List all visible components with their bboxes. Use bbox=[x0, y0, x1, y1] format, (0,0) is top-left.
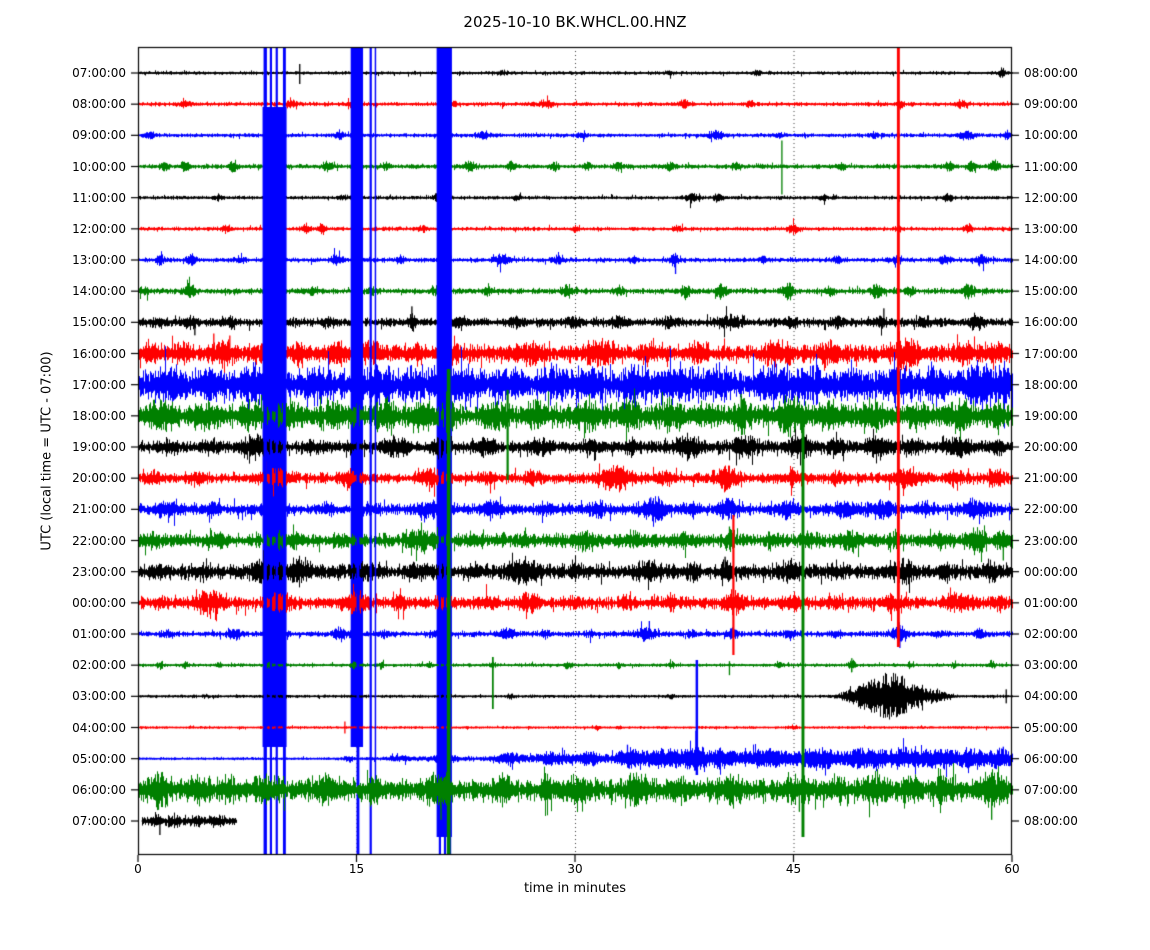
left-tick-label-utc: 02:00:00 bbox=[72, 658, 126, 673]
left-tick-label-utc: 10:00:00 bbox=[72, 159, 126, 174]
left-tick-label-utc: 18:00:00 bbox=[72, 408, 126, 423]
left-tick-label-utc: 01:00:00 bbox=[72, 627, 126, 641]
right-tick-label-local: 00:00:00 bbox=[1024, 564, 1078, 579]
right-tick-label-local: 06:00:00 bbox=[1024, 751, 1078, 766]
right-tick-label-local: 08:00:00 bbox=[1024, 66, 1078, 80]
left-tick-label-utc: 06:00:00 bbox=[72, 782, 126, 797]
right-tick-label-local: 15:00:00 bbox=[1024, 284, 1078, 299]
right-tick-label-local: 02:00:00 bbox=[1024, 627, 1078, 641]
left-tick-label-utc: 17:00:00 bbox=[72, 377, 126, 392]
x-tick-label: 15 bbox=[348, 862, 365, 876]
right-tick-label-local: 12:00:00 bbox=[1024, 190, 1078, 205]
left-tick-label-utc: 21:00:00 bbox=[72, 502, 126, 517]
left-tick-label-utc: 11:00:00 bbox=[72, 190, 126, 205]
right-tick-label-local: 21:00:00 bbox=[1024, 471, 1078, 486]
right-tick-label-local: 03:00:00 bbox=[1024, 658, 1078, 673]
right-tick-label-local: 04:00:00 bbox=[1024, 689, 1078, 704]
left-tick-label-utc: 00:00:00 bbox=[72, 595, 126, 610]
right-tick-label-local: 16:00:00 bbox=[1024, 315, 1078, 330]
right-tick-label-local: 11:00:00 bbox=[1024, 159, 1078, 174]
right-tick-label-local: 20:00:00 bbox=[1024, 440, 1078, 454]
x-tick-label: 45 bbox=[785, 862, 802, 876]
x-tick-label: 0 bbox=[134, 862, 142, 876]
left-tick-label-utc: 03:00:00 bbox=[72, 689, 126, 704]
right-tick-label-local: 23:00:00 bbox=[1024, 533, 1078, 548]
left-tick-label-utc: 15:00:00 bbox=[72, 315, 126, 330]
right-tick-label-local: 10:00:00 bbox=[1024, 128, 1078, 143]
right-tick-label-local: 07:00:00 bbox=[1024, 782, 1078, 797]
left-tick-label-utc: 20:00:00 bbox=[72, 471, 126, 486]
left-tick-label-utc: 07:00:00 bbox=[72, 814, 126, 828]
left-tick-label-utc: 22:00:00 bbox=[72, 533, 126, 548]
right-tick-label-local: 19:00:00 bbox=[1024, 408, 1078, 423]
right-tick-label-local: 14:00:00 bbox=[1024, 253, 1078, 267]
left-tick-label-utc: 12:00:00 bbox=[72, 221, 126, 236]
left-tick-label-utc: 08:00:00 bbox=[72, 97, 126, 112]
right-tick-label-local: 18:00:00 bbox=[1024, 377, 1078, 392]
left-tick-label-utc: 09:00:00 bbox=[72, 128, 126, 143]
x-axis-label: time in minutes bbox=[523, 881, 627, 896]
right-tick-label-local: 05:00:00 bbox=[1024, 720, 1078, 735]
left-tick-label-utc: 07:00:00 bbox=[72, 66, 126, 80]
x-tick-label: 60 bbox=[1004, 862, 1020, 876]
right-tick-label-local: 09:00:00 bbox=[1024, 97, 1078, 112]
right-tick-label-local: 17:00:00 bbox=[1024, 346, 1078, 361]
left-tick-label-utc: 05:00:00 bbox=[72, 751, 126, 766]
chart-title: 2025-10-10 BK.WHCL.00.HNZ bbox=[463, 13, 687, 31]
left-tick-label-utc: 19:00:00 bbox=[72, 440, 126, 454]
right-tick-label-local: 01:00:00 bbox=[1024, 595, 1078, 610]
left-tick-label-utc: 16:00:00 bbox=[72, 346, 126, 361]
left-tick-label-utc: 14:00:00 bbox=[72, 284, 126, 299]
right-tick-label-local: 08:00:00 bbox=[1024, 814, 1078, 828]
left-tick-label-utc: 23:00:00 bbox=[72, 564, 126, 579]
left-tick-label-utc: 13:00:00 bbox=[72, 253, 126, 267]
left-tick-label-utc: 04:00:00 bbox=[72, 720, 126, 735]
x-tick-label: 30 bbox=[567, 862, 583, 876]
right-tick-label-local: 22:00:00 bbox=[1024, 502, 1078, 517]
right-tick-label-local: 13:00:00 bbox=[1024, 221, 1078, 236]
